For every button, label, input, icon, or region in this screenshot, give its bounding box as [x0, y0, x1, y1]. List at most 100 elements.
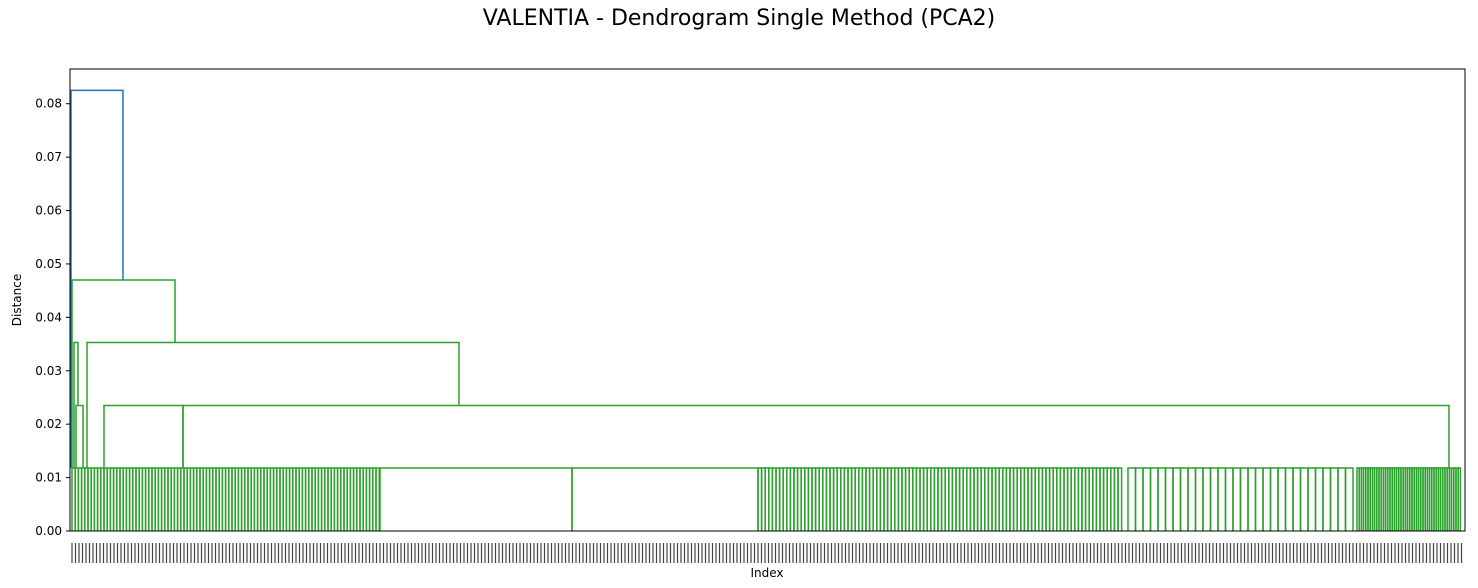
x-tick-label: [830, 543, 833, 563]
x-tick-label: [578, 543, 581, 563]
x-tick-label: [165, 543, 168, 563]
x-tick-label: [204, 543, 206, 563]
x-tick-label: [781, 543, 784, 563]
x-tick-label: [186, 543, 189, 563]
x-tick-label: [620, 543, 623, 563]
x-tick-label: [673, 543, 675, 563]
x-tick-label: [981, 543, 983, 563]
dendrogram-link: [70, 89, 124, 468]
x-tick-label: [1068, 543, 1071, 563]
x-tick-label: [1058, 543, 1060, 563]
x-tick-label: [386, 543, 388, 563]
x-tick-label: [351, 543, 353, 563]
x-tick-label: [1159, 543, 1162, 563]
x-tick-label: [1303, 543, 1305, 563]
x-tick-label: [256, 543, 259, 563]
x-tick-label: [575, 543, 577, 563]
x-tick-label: [78, 543, 80, 563]
x-tick-label: [963, 543, 966, 563]
x-tick-label: [88, 543, 91, 563]
x-tick-label: [508, 543, 511, 563]
x-tick-label: [725, 543, 728, 563]
x-tick-label: [669, 543, 672, 563]
x-tick-label: [1033, 543, 1036, 563]
x-tick-label: [207, 543, 210, 563]
x-tick-label: [750, 543, 752, 563]
dendrogram-link: [1247, 467, 1257, 531]
y-tick-label: 0.05: [35, 257, 62, 271]
y-tick-label: 0.01: [35, 471, 62, 485]
x-tick-label: [624, 543, 626, 563]
x-tick-label: [1142, 543, 1144, 563]
x-tick-label: [858, 543, 861, 563]
x-tick-label: [1226, 543, 1228, 563]
x-tick-label: [1369, 543, 1372, 563]
y-axis-label: Distance: [10, 274, 24, 326]
x-tick-label: [848, 543, 850, 563]
x-tick-label: [1093, 543, 1095, 563]
x-tick-label: [529, 543, 532, 563]
y-tick-label: 0.06: [35, 204, 62, 218]
x-tick-label: [883, 543, 885, 563]
dendrogram-link: [1142, 467, 1152, 531]
x-tick-label: [74, 543, 77, 563]
x-tick-label: [1152, 543, 1155, 563]
x-tick-label: [1404, 543, 1407, 563]
dendrogram-link: [1299, 467, 1309, 531]
x-tick-label: [582, 543, 584, 563]
x-tick-label: [855, 543, 857, 563]
x-tick-label: [697, 543, 700, 563]
x-tick-label: [354, 543, 357, 563]
x-tick-label: [1065, 543, 1067, 563]
x-tick-label: [1460, 543, 1463, 563]
x-tick-label: [1310, 543, 1312, 563]
x-tick-label: [1124, 543, 1127, 563]
x-tick-label: [872, 543, 875, 563]
x-tick-label: [81, 543, 84, 563]
x-tick-label: [893, 543, 896, 563]
dendrogram-link: [1117, 467, 1123, 531]
x-tick-label: [613, 543, 616, 563]
x-tick-label: [991, 543, 994, 563]
x-tick-label: [1338, 543, 1340, 563]
x-tick-label: [564, 543, 567, 563]
dendrogram-link: [1149, 467, 1159, 531]
x-tick-label: [739, 543, 742, 563]
x-tick-label: [914, 543, 917, 563]
x-tick-label: [617, 543, 619, 563]
x-tick-label: [1117, 543, 1120, 563]
x-tick-label: [1233, 543, 1235, 563]
x-tick-label: [1114, 543, 1116, 563]
x-tick-label: [368, 543, 371, 563]
x-tick-label: [148, 543, 150, 563]
x-tick-label: [837, 543, 840, 563]
dendrogram-link: [1179, 467, 1189, 531]
x-tick-label: [298, 543, 301, 563]
x-tick-label: [1257, 543, 1260, 563]
dendrogram-link: [1277, 467, 1287, 531]
x-tick-label: [900, 543, 903, 563]
x-tick-label: [99, 543, 101, 563]
x-tick-label: [596, 543, 598, 563]
x-tick-label: [1450, 543, 1452, 563]
x-tick-label: [1012, 543, 1015, 563]
x-tick-label: [522, 543, 525, 563]
x-tick-label: [998, 543, 1001, 563]
x-tick-label: [1089, 543, 1092, 563]
x-tick-label: [561, 543, 563, 563]
x-tick-label: [1121, 543, 1123, 563]
x-tick-label: [421, 543, 423, 563]
x-tick-label: [1324, 543, 1326, 563]
x-tick-label: [158, 543, 161, 563]
dendrogram-link: [1284, 467, 1294, 531]
x-tick-label: [694, 543, 696, 563]
x-tick-label: [652, 543, 654, 563]
x-tick-label: [1184, 543, 1186, 563]
x-tick-label: [410, 543, 413, 563]
x-tick-label: [123, 543, 126, 563]
x-tick-label: [785, 543, 787, 563]
x-tick-label: [1005, 543, 1008, 563]
x-tick-label: [218, 543, 220, 563]
x-tick-label: [400, 543, 402, 563]
x-tick-label: [918, 543, 920, 563]
